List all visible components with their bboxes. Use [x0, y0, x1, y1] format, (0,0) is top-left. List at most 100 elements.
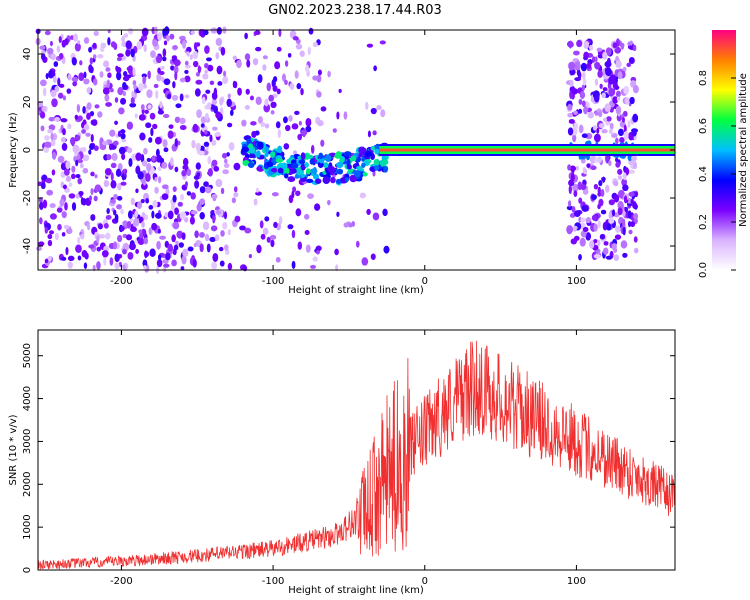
spectrogram-cell: [211, 139, 217, 146]
spectrogram-cell: [52, 75, 57, 84]
spectrogram-cell: [628, 56, 635, 64]
spectrogram-cell: [163, 78, 171, 86]
spectrogram-cell: [157, 166, 162, 171]
spectrogram-cell: [583, 55, 589, 61]
spectrogram-cell: [155, 55, 162, 64]
spectrogram-cell: [611, 133, 618, 138]
spectrogram-cell: [145, 172, 151, 182]
spectrogram-heatmap: [35, 26, 675, 275]
spectrogram-cell: [568, 181, 573, 186]
spectrogram-cell: [116, 204, 122, 210]
spectrogram-cell: [104, 94, 110, 102]
spectrogram-cell: [568, 61, 575, 71]
spectrogram-cell: [83, 78, 90, 85]
spectrogram-cell: [275, 257, 281, 263]
spectrogram-cell: [85, 132, 91, 137]
spectrogram-cell: [107, 37, 111, 46]
spectrogram-cell: [89, 144, 95, 150]
spectrogram-cell: [583, 105, 588, 115]
spectrogram-cell: [110, 162, 117, 169]
spectrogram-cell: [247, 162, 255, 168]
spectrogram-cell: [144, 250, 148, 259]
spectrogram-cell: [289, 82, 295, 90]
spectrogram-cell: [617, 71, 623, 80]
spectrogram-cell: [300, 88, 304, 96]
spectrogram-cell: [306, 178, 314, 183]
spectrogram-cell: [190, 192, 196, 200]
spectrogram-cell: [173, 65, 179, 74]
spectrogram-cell: [632, 44, 637, 52]
spectrogram-cell: [209, 236, 216, 243]
spectrogram-cell: [122, 75, 130, 82]
spectrogram-cell: [317, 69, 322, 76]
spectrogram-cell: [603, 117, 607, 122]
spectrogram-cell: [39, 45, 46, 50]
spectrogram-cell: [622, 66, 627, 72]
colorbar-label: Normalized spectral amplitude: [738, 73, 749, 227]
y-tick-label: 4000: [22, 386, 33, 411]
spectrogram-cell: [140, 104, 145, 110]
snr-panel: -200 -100 0 100 0 1000 2000 3000 4000 5000 Heigh…: [8, 329, 676, 596]
spectrogram-cell: [361, 257, 369, 266]
spectrogram-cell: [143, 237, 149, 245]
spectrogram-cell: [337, 168, 344, 175]
spectrogram-cell: [93, 145, 99, 152]
spectrogram-cell: [199, 145, 205, 152]
spectrogram-cell: [278, 28, 282, 38]
spectrogram-cell: [184, 94, 190, 99]
spectrogram-cell: [570, 172, 575, 182]
spectrogram-cell: [197, 66, 202, 72]
spectrogram-cell: [581, 205, 589, 212]
spectrogram-cell: [61, 142, 68, 151]
spectrogram-cell: [318, 152, 324, 160]
spectrogram-cell: [156, 73, 162, 82]
spectrogram-cell: [569, 79, 574, 88]
spectrogram-cell: [613, 254, 620, 261]
spectrogram-cell: [597, 70, 603, 78]
spectrogram-cell: [123, 71, 128, 77]
spectrogram-cell: [181, 170, 187, 177]
spectrogram-cell: [593, 133, 601, 143]
spectrogram-cell: [617, 168, 623, 175]
spectrogram-cell: [167, 243, 173, 252]
spectrogram-cell: [602, 247, 609, 255]
spectrogram-cell: [244, 105, 250, 110]
spectrogram-cell: [604, 103, 611, 112]
spectrogram-cell: [77, 115, 83, 122]
spectrogram-cell: [268, 94, 275, 102]
spectrogram-cell: [199, 211, 205, 220]
spectrogram-cell: [129, 242, 136, 251]
spectrogram-cell: [272, 85, 278, 92]
spectrogram-cell: [244, 53, 251, 61]
spectrogram-cell: [615, 60, 622, 68]
spectrogram-cell: [111, 152, 118, 161]
spectrogram-cell: [211, 193, 218, 199]
spectrogram-cell: [372, 212, 380, 221]
spectrogram-cell: [138, 229, 143, 234]
spectrogram-cell: [201, 96, 206, 105]
spectrogram-cell: [232, 55, 237, 60]
spectrogram-cell: [297, 133, 303, 141]
spectrogram-cell: [288, 115, 293, 122]
y-tick-label: 2000: [22, 472, 33, 497]
spectrogram-cell: [143, 147, 148, 155]
spectrogram-cell: [304, 230, 310, 235]
spectrogram-cell: [149, 112, 156, 120]
spectrogram-cell: [172, 45, 178, 50]
spectrogram-cell: [125, 40, 132, 50]
spectrogram-cell: [80, 233, 85, 240]
spectrogram-cell: [255, 96, 262, 105]
spectrogram-cell: [89, 57, 94, 65]
spectrogram-cell: [354, 170, 361, 178]
spectrogram-cell: [293, 150, 297, 155]
spectrogram-cell: [605, 255, 613, 260]
spectrogram-cell: [173, 59, 181, 67]
spectrogram-cell: [202, 73, 209, 80]
spectrogram-cell: [270, 110, 275, 115]
spectrogram-cell: [576, 39, 583, 48]
spectrogram-cell: [135, 248, 139, 254]
spectrogram-cell: [57, 223, 62, 231]
spectrogram-cell: [101, 250, 109, 258]
